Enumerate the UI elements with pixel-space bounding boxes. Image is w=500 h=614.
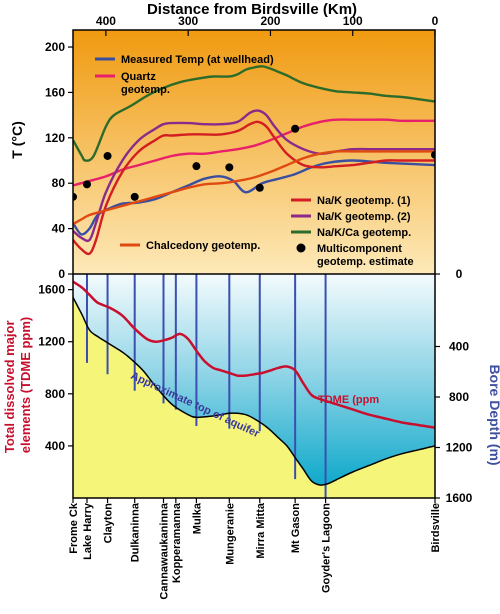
tdme-tick-label: 1200 [38,335,65,349]
y-tick-label: 80 [52,176,66,190]
bore-depth-lines [85,274,327,498]
legend-multicomponent-label: Multicomponent [317,243,402,255]
depth-tick-label: 1200 [446,441,473,455]
legend-quartz-label: geotemp. [121,84,170,96]
y-tick-label: 40 [52,222,66,236]
legend-chalcedony-label: Chalcedony geotemp. [146,240,260,252]
y-tick-label: 0 [58,267,65,281]
bore-name-label: Mirra Mitta [255,502,267,559]
x-tick-label: 300 [178,14,198,28]
axis-ticks: 400 300 200 100 0 0 40 80 120 160 200 400 800 1200 160… [38,14,472,505]
bore-name-label: Clayton [103,503,115,544]
temp-series-line-1 [73,118,435,187]
bore-names: Frome Ck Lake Harry Clayton Dulkaninna Canna… [68,502,442,599]
bore-name-label: Mungeranie [224,503,236,565]
y-axis-label-tdme: Total dissolved major elements (TDME ppm… [2,317,33,454]
legend-nak1-label: Na/K geotemp. (1) [317,195,411,207]
tdme-line [73,280,435,429]
multicomponent-points [73,124,435,201]
multicomponent-point [82,180,91,189]
depth-tick-label: 1600 [446,491,473,505]
tdme-label-line2: elements (TDME ppm) [18,317,33,454]
temp-series-line-2 [73,65,435,162]
y-tick-label: 120 [45,131,65,145]
multicomponent-point [103,151,112,160]
tdme-tick-label: 800 [45,387,65,401]
bore-name-label: Cannawaukaninna [159,502,171,599]
x-tick-label: 400 [96,14,116,28]
temp-series-line-5 [73,150,435,226]
multicomponent-point [431,150,435,159]
bore-name-label: Dulkaninna [130,502,142,562]
bore-name-label: Frome Ck [68,502,80,554]
multicomponent-point [130,192,139,201]
multicomponent-point [291,124,300,133]
bore-name-label: Kopperamanna [171,502,183,583]
chart-title: Distance from Birdsville (Km) [147,1,357,18]
depth-tick-label: 0 [456,267,463,281]
tdme-label-line1: Total dissolved major [2,320,17,453]
multicomponent-point [73,192,77,201]
y-axis-label-bore-depth: Bore Depth (m) [487,364,500,465]
legend: Measured Temp (at wellhead)Quartzgeotemp… [95,54,414,268]
multicomponent-point [225,163,234,172]
temp-series-line-3 [73,120,435,256]
bore-name-label: Lake Harry [82,502,94,560]
legend-multicomponent-label: geotemp. estimate [317,256,414,268]
bore-name-label: Mulka [191,502,203,534]
y-tick-label: 160 [45,85,65,99]
aquifer-top-line [73,295,435,486]
depth-tick-label: 800 [449,390,469,404]
x-tick-label: 0 [432,14,439,28]
tdme-tick-label: 1600 [38,283,65,297]
y-axis-label-temperature: T (°C) [9,121,25,158]
aquifer-fill [73,297,435,498]
tdme-tick-label: 400 [45,439,65,453]
multicomponent-point [192,162,201,171]
temp-series-line-4 [73,109,435,243]
bore-name-label: Birdsville [430,503,442,553]
plot-frame [72,29,436,499]
bore-name-label: Goyder's Lagoon [321,503,333,593]
bore-name-label: Mt Gason [290,503,302,553]
y-tick-label: 200 [45,40,65,54]
x-tick-label: 100 [343,14,363,28]
depth-tick-label: 400 [449,340,469,354]
legend-quartz-label: Quartz [121,71,156,83]
legend-naKca-label: Na/K/Ca geotemp. [317,227,411,239]
legend-nak2-label: Na/K geotemp. (2) [317,211,411,223]
multicomponent-point [255,183,264,192]
temperature-series-lines [73,65,435,256]
tdme-annotation: TDME (ppm [318,394,379,406]
legend-measured-temp-label: Measured Temp (at wellhead) [121,54,274,66]
x-tick-label: 200 [260,14,280,28]
legend-multicomponent-swatch [296,243,306,253]
